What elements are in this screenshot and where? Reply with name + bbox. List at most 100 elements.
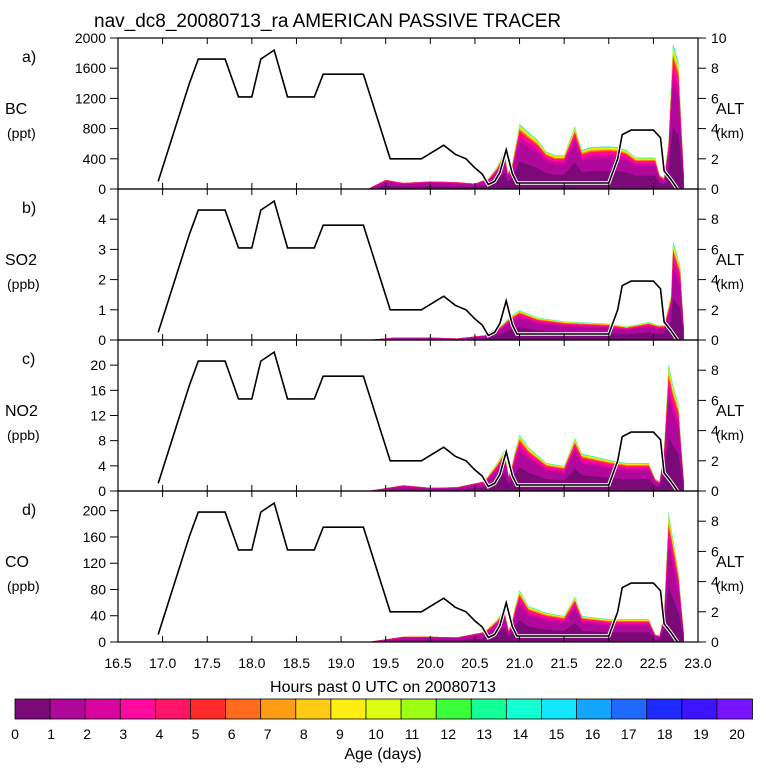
tracer-area-bc [367,43,684,190]
panel-letter: c) [22,351,35,368]
colorbar-tick-label: 0 [11,726,19,742]
tracer-band-1 [367,547,684,642]
tracer-area-no2 [367,363,684,491]
tracer-band-6 [367,370,684,491]
y-tick-label: 400 [83,151,107,167]
y-tick-label: 20 [90,357,106,373]
colorbar-swatch [681,698,718,720]
y-tick-label: 1200 [75,90,106,106]
tracer-band-10 [367,363,684,491]
alt-tick-label: 2 [711,604,719,620]
alt-tick-label: 4 [711,423,719,439]
x-tick-label: 21.5 [551,655,578,671]
y-tick-label: 0 [98,332,106,348]
colorbar-swatch [225,698,262,720]
colorbar-tick-label: 1 [47,726,55,742]
colorbar-tick-label: 4 [156,726,164,742]
colorbar-swatch [611,698,648,720]
species-label: CO [5,554,29,571]
colorbar-swatch [435,698,473,720]
alt-tick-label: 2 [711,302,719,318]
y-tick-label: 120 [83,555,107,571]
colorbar-tick-label: 15 [549,726,565,742]
alt-axis-label: ALT [716,554,744,571]
tracer-band-0 [367,436,684,491]
alt-tick-label: 0 [711,483,719,499]
y-tick-label: 1600 [75,60,106,76]
panel-a: a) BC (ppt) 0 400 800 1200 1600 2000 0 2 4 6 8 10 ALT (k… [5,30,744,197]
colorbar-tick-label: 12 [440,726,456,742]
species-label: SO2 [5,252,37,269]
colorbar-tick-label: 19 [693,726,709,742]
y-tick-label: 200 [83,503,107,519]
alt-tick-label: 8 [711,362,719,378]
x-tick-label: 21.0 [506,655,533,671]
colorbar-swatch [295,698,332,720]
alt-tick-label: 0 [711,332,719,348]
x-tick-label: 16.5 [104,655,131,671]
colorbar: 0 1 2 3 4 5 6 7 8 9 10 11 12 13 14 15 16 17 18 19 20 [11,698,753,742]
alt-tick-label: 4 [711,121,719,137]
colorbar-swatch [470,698,508,720]
x-tick-label: 20.5 [461,655,488,671]
x-tick-label: 18.0 [238,655,265,671]
x-tick-label: 17.0 [149,655,176,671]
y-tick-label: 4 [98,458,106,474]
x-axis-label: Hours past 0 UTC on 20080713 [270,679,496,696]
y-tick-label: 12 [90,408,106,424]
colorbar-swatch [84,698,122,720]
alt-tick-label: 6 [711,543,719,559]
alt-tick-label: 0 [711,634,719,650]
altitude-line [157,350,679,492]
alt-tick-label: 8 [711,211,719,227]
panel-letter: d) [22,502,36,519]
colorbar-tick-label: 9 [336,726,344,742]
x-tick-label: 22.5 [640,655,667,671]
alt-tick-label: 2 [711,151,719,167]
colorbar-tick-label: 6 [228,726,236,742]
alt-unit-label: (km) [716,276,744,292]
y-tick-label: 2 [98,272,106,288]
colorbar-tick-label: 17 [621,726,637,742]
x-tick-label: 20.0 [417,655,444,671]
panel-d: d) CO (ppb) 0 40 80 120 160 200 0 2 4 6 8 ALT (km) [5,490,744,650]
tracer-band-1 [367,83,684,189]
colorbar-label: Age (days) [344,746,421,763]
colorbar-swatch [154,698,192,720]
colorbar-swatch [330,698,367,720]
colorbar-tick-label: 3 [119,726,127,742]
colorbar-tick-label: 18 [657,726,673,742]
x-tick-labels: 16.5 17.0 17.5 18.0 18.5 19.0 19.5 20.0 20.5 21.0… [104,655,711,671]
x-tick-label: 18.5 [283,655,310,671]
colorbar-swatch [119,698,157,720]
tracer-band-0 [367,298,684,340]
tracer-band-3 [367,381,684,491]
altitude-line [157,501,679,643]
tracer-band-1 [367,398,684,491]
panels: a)BC(ppt)04008001200160020000246810ALT(k… [5,30,744,671]
tracer-band-2 [367,387,684,491]
unit-label: (ppb) [7,276,40,292]
y-tick-label: 800 [83,121,107,137]
colorbar-swatch [505,698,543,720]
y-tick-label: 8 [98,433,106,449]
colorbar-swatch [541,698,578,720]
tracer-band-9 [367,364,684,491]
y-tick-label: 4 [98,211,106,227]
tracer-band-5 [367,373,684,491]
y-tick-label: 16 [90,382,106,398]
colorbar-tick-label: 14 [513,726,529,742]
panel-letter: b) [22,200,36,217]
species-label: BC [5,101,27,118]
alt-unit-label: (km) [716,125,744,141]
alt-tick-label: 6 [711,392,719,408]
colorbar-swatch [400,698,438,720]
colorbar-swatch [576,698,613,720]
y-tick-label: 2000 [75,30,106,46]
tracer-area-co [367,512,684,642]
colorbar-swatch [260,698,297,720]
colorbar-tick-label: 8 [300,726,308,742]
x-tick-label: 22.0 [595,655,622,671]
